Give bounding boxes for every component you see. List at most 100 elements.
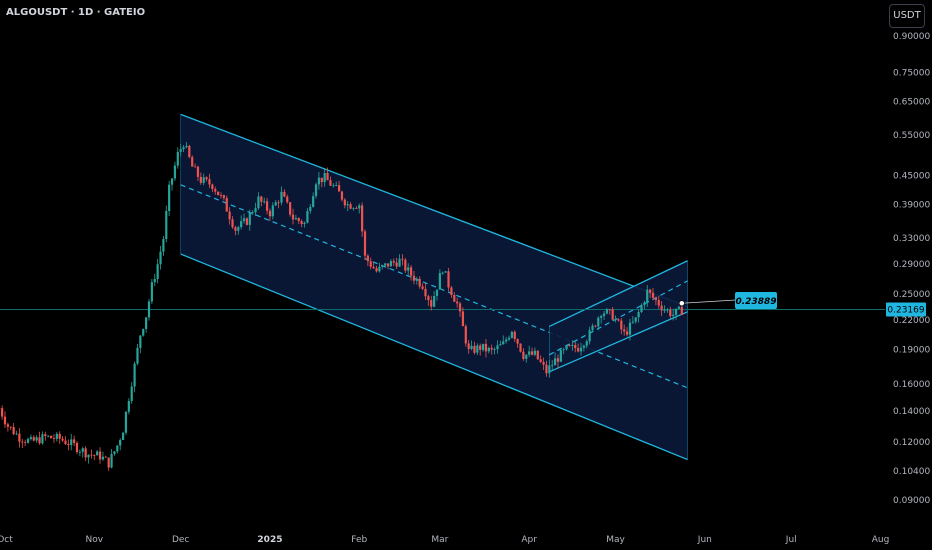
candle-body bbox=[208, 179, 211, 185]
currency-button[interactable]: USDT bbox=[889, 4, 925, 28]
candle-body bbox=[309, 206, 312, 212]
candle-body bbox=[24, 442, 27, 443]
candle bbox=[165, 205, 168, 243]
candle bbox=[614, 315, 617, 323]
candle bbox=[542, 357, 545, 371]
candle-body bbox=[634, 317, 637, 322]
candle-body bbox=[107, 457, 110, 468]
candle-body bbox=[461, 311, 465, 327]
candle bbox=[1, 405, 4, 420]
candle-body bbox=[545, 364, 548, 374]
candle-body bbox=[84, 448, 87, 458]
candle-body bbox=[240, 221, 243, 228]
candle-body bbox=[156, 264, 159, 280]
candle bbox=[528, 345, 531, 358]
candle-body bbox=[320, 177, 323, 183]
candle bbox=[640, 303, 643, 313]
x-tick-label: Oct bbox=[0, 535, 13, 545]
candle-body bbox=[614, 319, 617, 321]
candle-body bbox=[398, 258, 401, 267]
candle-body bbox=[254, 208, 257, 213]
y-tick-label: 0.12000 bbox=[893, 438, 930, 448]
candle-body bbox=[340, 191, 344, 200]
annotation-dot bbox=[678, 300, 685, 307]
candle-body bbox=[312, 196, 315, 207]
candle-body bbox=[597, 317, 600, 327]
small-channel-lower-line bbox=[549, 311, 688, 373]
candle bbox=[196, 165, 200, 181]
candle-body bbox=[361, 205, 364, 232]
candle-body bbox=[381, 265, 384, 267]
candle-body bbox=[553, 358, 557, 366]
candle bbox=[499, 340, 502, 346]
candle bbox=[179, 143, 182, 157]
candle-body bbox=[58, 433, 61, 439]
candle bbox=[38, 431, 41, 445]
candle-body bbox=[47, 435, 50, 437]
candle-body bbox=[234, 227, 237, 231]
candle-body bbox=[185, 145, 188, 148]
candle bbox=[559, 348, 562, 363]
candle-body bbox=[306, 211, 309, 223]
candle-body bbox=[453, 295, 456, 302]
candle-body bbox=[565, 345, 568, 350]
candle-body bbox=[395, 262, 398, 267]
candle-body bbox=[248, 213, 251, 225]
candle-body bbox=[38, 437, 41, 444]
candle bbox=[623, 324, 626, 336]
candle bbox=[294, 214, 297, 220]
candle bbox=[490, 344, 493, 355]
candle-body bbox=[435, 289, 439, 297]
candle bbox=[389, 259, 393, 267]
candle bbox=[502, 335, 505, 345]
candle bbox=[398, 254, 401, 268]
candle-body bbox=[559, 350, 562, 362]
candle bbox=[666, 308, 669, 313]
candle-body bbox=[127, 401, 130, 412]
candle-body bbox=[470, 345, 473, 349]
candle-body bbox=[90, 454, 93, 456]
candle-body bbox=[26, 439, 30, 443]
candle-body bbox=[139, 335, 142, 348]
candle-body bbox=[73, 439, 76, 443]
candle bbox=[473, 341, 476, 355]
annotation-label-box bbox=[735, 292, 777, 309]
candle-body bbox=[409, 267, 413, 276]
candle bbox=[553, 352, 557, 366]
candle bbox=[608, 308, 611, 315]
candle-body bbox=[533, 350, 537, 355]
candle bbox=[119, 438, 122, 451]
price-axis[interactable]: 0.90000 0.75000 0.65000 0.55000 0.45000 0.390… bbox=[885, 0, 932, 550]
candle-body bbox=[404, 259, 407, 271]
candle bbox=[585, 339, 588, 349]
candle bbox=[577, 343, 580, 353]
candle bbox=[15, 430, 18, 436]
candle bbox=[654, 296, 657, 306]
candle bbox=[556, 354, 560, 368]
candle bbox=[571, 340, 574, 351]
candle bbox=[133, 361, 136, 393]
candle bbox=[3, 411, 7, 428]
candle bbox=[579, 342, 583, 356]
candle bbox=[93, 454, 96, 461]
candle bbox=[173, 161, 177, 181]
candle-body bbox=[352, 208, 355, 209]
time-axis[interactable]: Oct Nov Dec 2025 Feb Mar Apr May Jun Jul Aug bbox=[0, 535, 889, 545]
candle bbox=[231, 216, 234, 229]
candle bbox=[263, 197, 266, 204]
candle-body bbox=[484, 343, 488, 352]
candle-body bbox=[574, 344, 577, 349]
candle bbox=[251, 210, 254, 216]
candle-body bbox=[591, 325, 594, 331]
candle bbox=[130, 382, 133, 404]
candle-body bbox=[415, 278, 418, 281]
candle bbox=[375, 265, 378, 273]
x-tick-label: Nov bbox=[85, 535, 103, 545]
candle bbox=[433, 290, 436, 308]
candle bbox=[142, 328, 145, 337]
candle-body bbox=[372, 266, 375, 269]
candle-body bbox=[551, 365, 554, 367]
candle bbox=[646, 285, 649, 307]
candle-body bbox=[145, 317, 148, 329]
